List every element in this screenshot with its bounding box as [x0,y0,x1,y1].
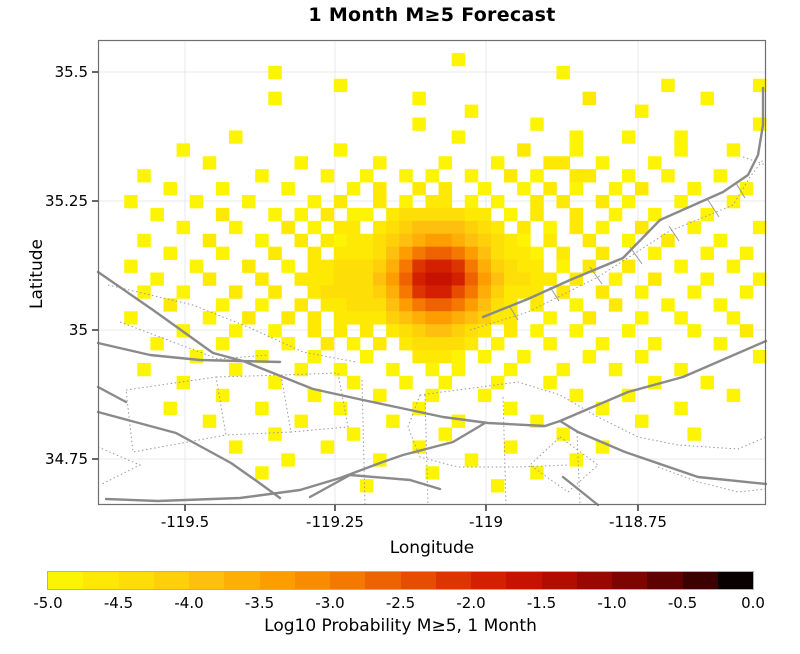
x-tick-label: -118.75 [609,513,667,531]
colorbar-tick-label: -4.0 [174,594,204,612]
colorbar-segment [682,572,718,589]
x-tick-label: -119 [468,513,504,531]
x-tick-label: -119.5 [160,513,210,531]
colorbar-segment [400,572,436,589]
colorbar-tick-label: -3.5 [244,594,275,612]
colorbar-segment [153,572,189,589]
colorbar-label: Log10 Probability M≥5, 1 Month [264,616,537,636]
colorbar-segment [330,572,366,589]
colorbar-segment [259,572,295,589]
y-tick-label: 35.25 [45,192,88,210]
colorbar-segment [612,572,648,589]
colorbar-tick-label: -3.0 [315,594,345,612]
chart-title: 1 Month M≥5 Forecast [308,4,556,26]
y-axis-label: Latitude [27,239,47,309]
colorbar-segment [576,572,612,589]
y-tick-label: 35 [68,321,88,339]
colorbar-segment [294,572,330,589]
fault-lines-solid-layer [96,86,768,507]
map-plot-area [92,39,768,511]
plot-border [97,39,767,506]
colorbar-segment [83,572,119,589]
colorbar-segment [48,572,84,589]
heatmap-cells-layer [124,52,767,493]
heatmap-svg [92,39,768,511]
colorbar-segment [506,572,542,589]
y-tick-label: 35.5 [54,63,88,81]
x-tick-label: -119.25 [306,513,364,531]
colorbar-tick-label: -5.0 [33,594,63,612]
colorbar-tick-label: -2.0 [456,594,486,612]
colorbar: -5.0 -4.5 -4.0 -3.5 -3.0 -2.5 -2.0 -1.5 -1.0 -0.5… [0,568,800,654]
colorbar-tick-label: -0.5 [667,594,698,612]
colorbar-tick-label: -1.0 [597,594,627,612]
colorbar-gradient-bar [47,571,754,590]
colorbar-segment [647,572,683,589]
colorbar-tick-label: 0.0 [741,594,765,612]
colorbar-tick-label: -1.5 [526,594,557,612]
colorbar-segment [189,572,225,589]
colorbar-tick-label: -2.5 [385,594,416,612]
colorbar-tick-label: -4.5 [103,594,134,612]
colorbar-segment [471,572,507,589]
colorbar-segment [365,572,401,589]
colorbar-segment [435,572,471,589]
colorbar-segment [541,572,577,589]
axis-tick-marks [92,71,639,511]
x-axis-label: Longitude [389,538,475,558]
colorbar-segment [224,572,260,589]
y-tick-label: 34.75 [45,450,88,468]
colorbar-segment [717,572,753,589]
colorbar-segment [118,572,154,589]
